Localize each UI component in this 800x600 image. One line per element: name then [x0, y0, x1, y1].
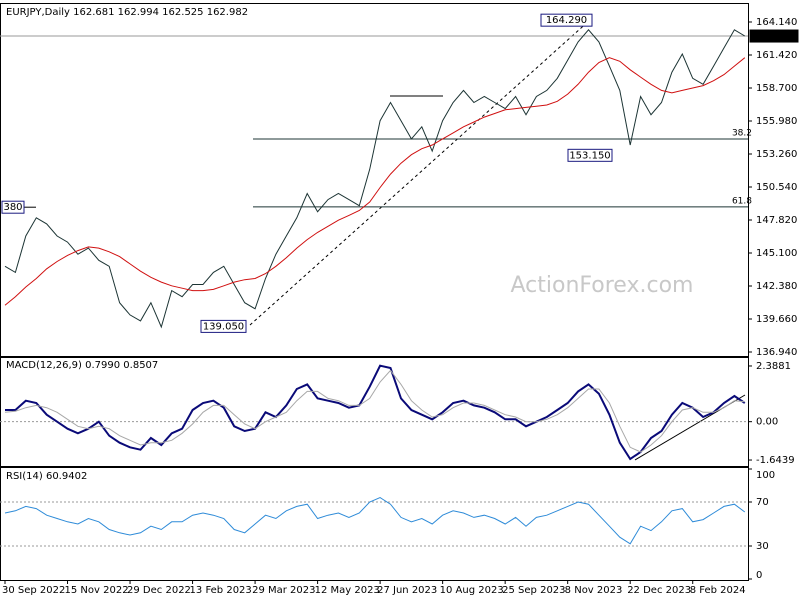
x-tick-label: 13 Feb 2023 — [190, 585, 252, 596]
series-line — [4, 29, 746, 329]
x-tick-label: 12 May 2023 — [315, 585, 380, 596]
annotation-box — [1, 200, 25, 214]
x-tick-label: 29 Mar 2023 — [252, 585, 315, 596]
y-tick-label: 0.00 — [756, 417, 778, 428]
annotation-box — [200, 319, 247, 333]
y-tick-label: -1.6439 — [756, 455, 795, 466]
x-tick-label: 30 Sep 2022 — [2, 585, 65, 596]
y-tick-label: 30 — [756, 541, 769, 552]
x-tick-label: 8 Feb 2024 — [690, 585, 746, 596]
panel-title: EURJPY,Daily 162.681 162.994 162.525 162… — [6, 7, 248, 18]
y-tick-label: 70 — [756, 497, 769, 508]
x-tick-label: 22 Dec 2023 — [627, 585, 691, 596]
series-line — [4, 497, 746, 545]
series-line — [4, 369, 745, 453]
y-tick-label: 139.660 — [756, 314, 797, 325]
y-tick-label: 158.700 — [756, 83, 797, 94]
x-tick-label: 8 Nov 2023 — [565, 585, 623, 596]
x-tick-label: 15 Nov 2022 — [65, 585, 129, 596]
y-tick-label: 142.380 — [756, 281, 797, 292]
y-tick-label: 136.940 — [756, 347, 797, 358]
x-tick-label: 27 Jun 2023 — [377, 585, 437, 596]
y-tick-label: 100 — [756, 470, 775, 481]
annotation-box — [567, 148, 613, 162]
y-tick-label: 164.140 — [756, 17, 797, 28]
panel-title: MACD(12,26,9) 0.7990 0.8507 — [6, 360, 158, 371]
y-tick-label: 155.980 — [756, 116, 797, 127]
rsi-panel — [0, 467, 749, 581]
watermark: ActionForex.com — [511, 273, 694, 298]
x-tick-label: 25 Sep 2023 — [502, 585, 565, 596]
price-panel — [0, 3, 749, 357]
series-line — [5, 364, 746, 461]
y-tick-label: 161.420 — [756, 50, 797, 61]
fib-label: 38.2 — [732, 128, 752, 138]
fib-label: 61.8 — [732, 196, 752, 206]
annotation-label: 162.982 — [753, 31, 794, 42]
y-tick-label: 2.3881 — [756, 361, 791, 372]
panel-title: RSI(14) 60.9402 — [6, 471, 87, 482]
x-tick-label: 29 Dec 2022 — [127, 585, 191, 596]
macd-panel — [0, 357, 749, 467]
y-tick-label: 147.820 — [756, 215, 797, 226]
annotation-box — [749, 29, 799, 43]
y-tick-label: 150.540 — [756, 182, 797, 193]
y-tick-label: 153.260 — [756, 149, 797, 160]
y-tick-label: 145.100 — [756, 248, 797, 259]
annotation-label: 380 — [3, 202, 22, 213]
annotation-label: 164.290 — [546, 15, 587, 26]
series-line — [4, 57, 746, 306]
annotation-label: 153.150 — [569, 150, 610, 161]
x-tick-label: 10 Aug 2023 — [440, 585, 504, 596]
annotation-label: 139.050 — [203, 321, 244, 332]
y-tick-label: 0 — [756, 570, 762, 581]
projection-line — [249, 19, 591, 326]
annotation-box — [540, 13, 593, 27]
